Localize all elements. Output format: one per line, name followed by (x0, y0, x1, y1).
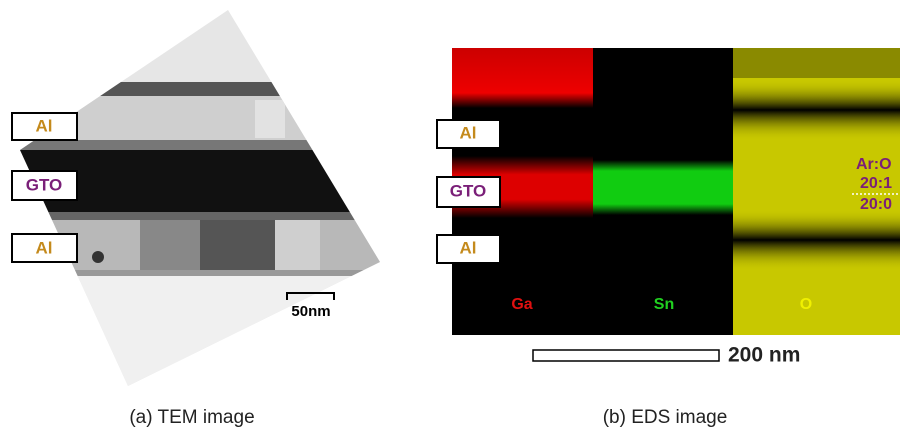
scale-label: 200 nm (728, 344, 800, 367)
figure: Al GTO Al 50nm (a) TEM image Al GTO Al G… (0, 0, 900, 431)
layer-label: Al (36, 116, 53, 135)
layer-label: Al (460, 123, 477, 142)
layer-label: GTO (450, 181, 487, 200)
page: Al GTO Al 50nm (a) TEM image Al GTO Al G… (0, 0, 900, 431)
scale-label: 50nm (291, 303, 330, 320)
caption: (b) EDS image (603, 407, 728, 428)
element-label: Ga (511, 296, 532, 313)
layer-label: GTO (26, 175, 63, 194)
ratio: 20:1 (860, 175, 892, 192)
scale-bar (533, 350, 719, 361)
element-label: Sn (654, 296, 674, 313)
eds-image (452, 48, 900, 335)
ratio: 20:0 (860, 196, 892, 213)
caption: (a) TEM image (129, 407, 254, 428)
layer-label: Al (36, 238, 53, 257)
layer-label: Al (460, 238, 477, 257)
ratio-title: Ar:O (856, 156, 892, 173)
element-label: O (800, 296, 812, 313)
